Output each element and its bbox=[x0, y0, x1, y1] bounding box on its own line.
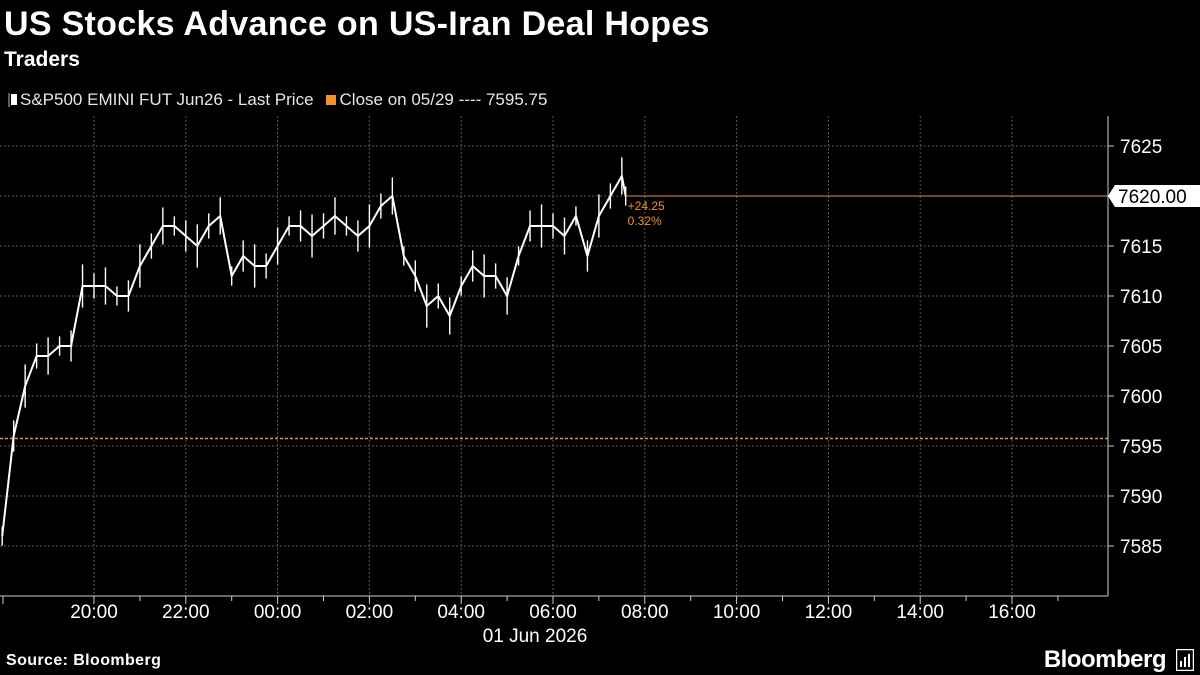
x-tick-label: 14:00 bbox=[896, 602, 944, 623]
change-label: +24.25 bbox=[628, 199, 665, 213]
series-line bbox=[1, 175, 627, 537]
x-tick-label: 22:00 bbox=[162, 602, 210, 623]
source-note: Source: Bloomberg bbox=[6, 652, 162, 669]
ohlc-bar-icon bbox=[8, 93, 17, 107]
legend-close-swatch bbox=[325, 95, 336, 105]
x-tick-label: 20:00 bbox=[70, 602, 118, 623]
x-tick-label: 10:00 bbox=[713, 602, 761, 623]
y-tick-label: 7595 bbox=[1120, 437, 1162, 458]
legend-series-label: S&P500 EMINI FUT Jun26 - Last Price bbox=[20, 90, 314, 109]
change-pct-label: 0.32% bbox=[628, 214, 662, 228]
y-tick-label: 7585 bbox=[1120, 537, 1162, 558]
chart-subtitle: Traders bbox=[4, 48, 80, 71]
x-tick-label: 00:00 bbox=[254, 602, 302, 623]
x-tick-label: 06:00 bbox=[529, 602, 577, 623]
legend-close-item: Close on 05/29 ---- 7595.75 bbox=[325, 90, 548, 110]
last-price-tag bbox=[1108, 185, 1200, 207]
x-tick-label: 12:00 bbox=[805, 602, 853, 623]
x-tick-label: 16:00 bbox=[988, 602, 1036, 623]
legend-close-label: Close on 05/29 ---- 7595.75 bbox=[339, 90, 548, 109]
y-tick-label: 7590 bbox=[1120, 487, 1162, 508]
y-tick-label: 7605 bbox=[1120, 337, 1162, 358]
brand-logo: Bloomberg bbox=[1043, 646, 1167, 673]
y-tick-label: 7600 bbox=[1120, 387, 1162, 408]
x-tick-label: 02:00 bbox=[346, 602, 394, 623]
y-tick-label: 7625 bbox=[1120, 137, 1162, 158]
chart-title: US Stocks Advance on US-Iran Deal Hopes bbox=[4, 5, 710, 43]
x-tick-label: 08:00 bbox=[621, 602, 669, 623]
legend: S&P500 EMINI FUT Jun26 - Last Price Clos… bbox=[6, 90, 547, 110]
y-tick-label: 7615 bbox=[1120, 237, 1162, 258]
y-tick-label: 7610 bbox=[1120, 287, 1162, 308]
x-tick-label: 04:00 bbox=[437, 602, 485, 623]
x-date-label: 01 Jun 2026 bbox=[483, 626, 588, 647]
last-price-label: 7620.00 bbox=[1118, 187, 1187, 208]
bloomberg-icon bbox=[1176, 649, 1194, 671]
